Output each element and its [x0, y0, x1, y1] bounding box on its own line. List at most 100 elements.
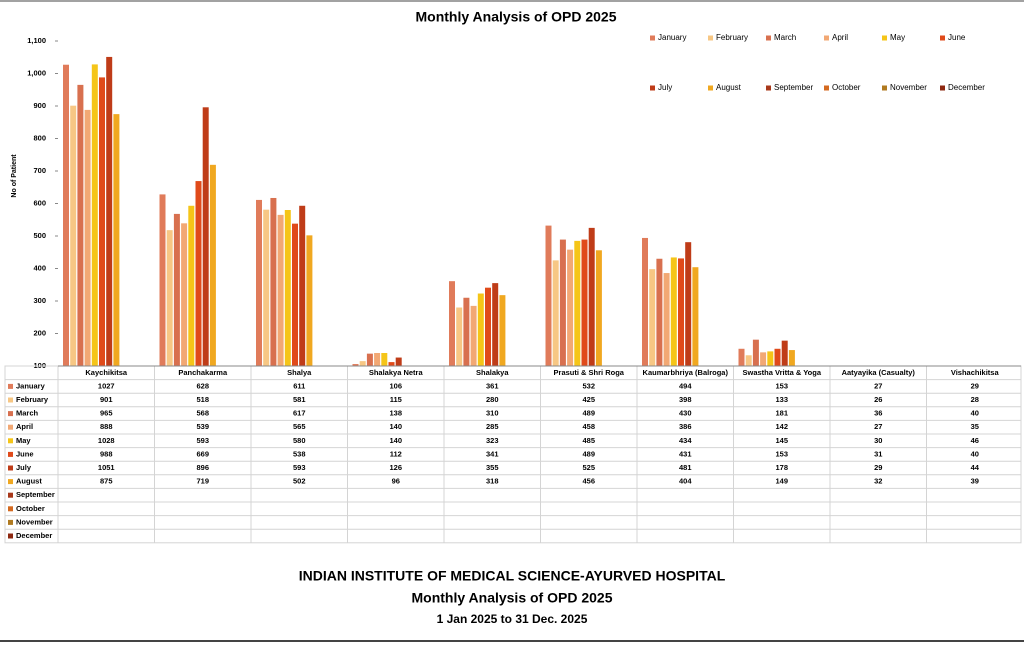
table-cell: 153 [775, 381, 788, 390]
table-cell: 323 [486, 436, 499, 445]
bar [760, 352, 767, 366]
legend-label: January [658, 33, 686, 42]
bar [559, 239, 566, 366]
y-tick-label: 100 [33, 361, 46, 370]
table-cell: 611 [293, 381, 305, 390]
table-key [8, 533, 13, 539]
x-tick-label: Kaumarbhriya (Balroga) [643, 368, 729, 377]
bar [449, 281, 455, 366]
bar [84, 109, 91, 366]
bar [209, 164, 216, 366]
bar [663, 273, 670, 366]
bar [752, 339, 759, 366]
bar [642, 237, 648, 366]
bar [106, 56, 113, 366]
table-cell: 489 [582, 449, 595, 458]
table-cell: 145 [775, 436, 788, 445]
y-axis-label: No of Patient [11, 154, 18, 198]
table-cell: 593 [196, 436, 209, 445]
legend-label: May [890, 33, 905, 42]
table-row-label: September [16, 490, 55, 499]
table-key [8, 479, 13, 485]
table-cell: 318 [486, 477, 499, 486]
table-cell: 485 [582, 436, 595, 445]
bar [574, 240, 581, 366]
table-cell: 27 [874, 381, 882, 390]
y-tick-label: 1,000 [27, 68, 46, 77]
table-cell: 875 [100, 477, 113, 486]
table-cell: 580 [293, 436, 306, 445]
y-tick-label: 600 [33, 198, 46, 207]
table-key [8, 519, 13, 525]
table-cell: 29 [874, 463, 882, 472]
bar [939, 366, 945, 389]
x-tick-label: Aatyayika (Casualty) [842, 368, 916, 377]
table-cell: 398 [679, 395, 692, 404]
legend-label: June [948, 33, 966, 42]
y-tick-label: 500 [33, 231, 46, 240]
table-cell: 126 [389, 463, 402, 472]
legend-swatch [882, 35, 887, 41]
table-cell: 285 [486, 422, 499, 431]
table-cell: 568 [196, 409, 209, 418]
table-key [8, 424, 13, 430]
bar [932, 366, 938, 389]
table-key [8, 465, 13, 471]
table-cell: 106 [389, 381, 402, 390]
x-tick-label: Prasuti & Shri Roga [554, 368, 625, 377]
legend-swatch [824, 35, 829, 41]
bar [656, 258, 663, 366]
x-tick-label: Swastha Vritta & Yoga [743, 368, 822, 377]
table-frame [4, 365, 1022, 544]
bar [499, 295, 506, 366]
table-cell: 40 [971, 449, 979, 458]
bar [456, 307, 463, 366]
legend-label: November [890, 83, 927, 92]
x-tick-label: Shalya [287, 368, 312, 377]
legend-label: September [774, 83, 813, 92]
bar [77, 84, 84, 366]
table-cell: 888 [100, 422, 113, 431]
y-tick-label: 1,100 [27, 36, 46, 45]
table-cell: 178 [775, 463, 788, 472]
table-cell: 896 [196, 463, 209, 472]
bar [477, 293, 484, 366]
bar [173, 213, 180, 366]
bar [366, 353, 373, 366]
footer-line: INDIAN INSTITUTE OF MEDICAL SCIENCE-AYUR… [299, 568, 726, 584]
table-key [8, 411, 13, 417]
table-cell: 593 [293, 463, 306, 472]
bar [284, 210, 291, 366]
bar [774, 348, 781, 366]
table-cell: 988 [100, 449, 113, 458]
table-cell: 361 [486, 381, 499, 390]
bar [202, 107, 209, 366]
table-cell: 1027 [98, 381, 115, 390]
table-cell: 456 [582, 477, 595, 486]
legend-swatch [650, 85, 655, 91]
table-cell: 628 [196, 381, 209, 390]
bar [545, 225, 552, 366]
legend-swatch [882, 85, 887, 91]
legend-label: March [774, 33, 796, 42]
bar [835, 366, 841, 390]
bar [374, 353, 381, 366]
bar [395, 357, 402, 366]
table-key [8, 438, 13, 444]
table-cell: 39 [971, 477, 979, 486]
table-cell: 280 [486, 395, 499, 404]
table-cell: 1028 [98, 436, 115, 445]
table-cell: 458 [582, 422, 595, 431]
legend-label: October [832, 83, 861, 92]
table-cell: 133 [775, 395, 788, 404]
bar [352, 364, 359, 366]
bar [595, 250, 602, 366]
table-cell: 404 [679, 477, 692, 486]
bar [277, 214, 284, 366]
bar [70, 105, 77, 366]
x-tick-label: Shalakya [476, 368, 509, 377]
bar [63, 64, 69, 366]
bar [306, 235, 313, 366]
table-cell: 386 [679, 422, 692, 431]
table-cell: 138 [389, 409, 402, 418]
